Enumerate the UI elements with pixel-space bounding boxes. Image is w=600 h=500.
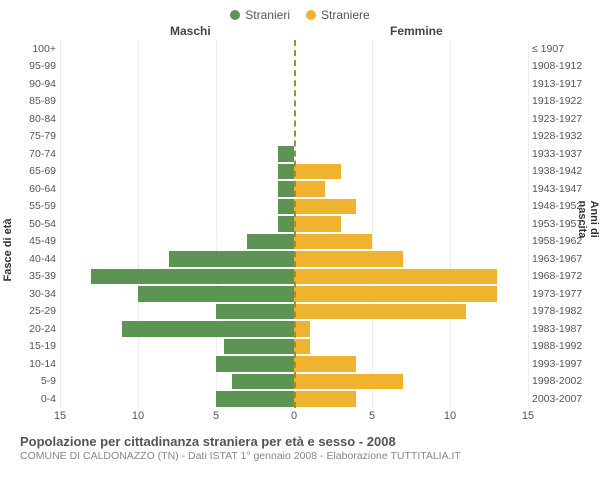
age-label: 70-74: [10, 148, 56, 160]
bar-female: [294, 216, 341, 232]
birth-year-label: 1963-1967: [532, 253, 590, 265]
bar-female: [294, 251, 403, 267]
x-tick: 10: [444, 410, 456, 422]
age-label: 5-9: [10, 375, 56, 387]
bar-male: [169, 251, 294, 267]
birth-year-label: 1948-1952: [532, 200, 590, 212]
age-label: 80-84: [10, 113, 56, 125]
age-label: 85-89: [10, 95, 56, 107]
birth-year-label: 1988-1992: [532, 340, 590, 352]
birth-year-label: 1958-1962: [532, 235, 590, 247]
bar-male: [224, 339, 294, 355]
age-label: 90-94: [10, 78, 56, 90]
birth-year-label: 1918-1922: [532, 95, 590, 107]
age-label: 30-34: [10, 288, 56, 300]
age-label: 15-19: [10, 340, 56, 352]
age-label: 55-59: [10, 200, 56, 212]
x-tick: 5: [369, 410, 375, 422]
age-label: 50-54: [10, 218, 56, 230]
bar-female: [294, 374, 403, 390]
bar-female: [294, 164, 341, 180]
x-tick: 15: [54, 410, 66, 422]
bar-male: [278, 181, 294, 197]
birth-year-label: 1953-1957: [532, 218, 590, 230]
x-tick: 5: [213, 410, 219, 422]
bar-female: [294, 269, 497, 285]
birth-year-label: 1913-1917: [532, 78, 590, 90]
bar-female: [294, 339, 310, 355]
birth-year-label: 2003-2007: [532, 393, 590, 405]
bar-female: [294, 199, 356, 215]
bar-female: [294, 234, 372, 250]
chart-footer: Popolazione per cittadinanza straniera p…: [10, 430, 590, 462]
bar-male: [216, 356, 294, 372]
bar-male: [138, 286, 294, 302]
legend-label-female: Straniere: [321, 8, 370, 22]
plot-area: Fasce di età Anni di nascita 100+≤ 19079…: [10, 40, 590, 430]
birth-year-label: 1943-1947: [532, 183, 590, 195]
birth-year-label: 1983-1987: [532, 323, 590, 335]
age-label: 40-44: [10, 253, 56, 265]
legend-swatch-male: [230, 10, 240, 20]
column-headers: Maschi Femmine: [10, 24, 590, 40]
population-pyramid-chart: Stranieri Straniere Maschi Femmine Fasce…: [0, 0, 600, 500]
bar-female: [294, 321, 310, 337]
x-axis-ticks: 15105051015: [60, 408, 528, 430]
age-label: 10-14: [10, 358, 56, 370]
bar-female: [294, 286, 497, 302]
legend-swatch-female: [306, 10, 316, 20]
legend-item-male: Stranieri: [230, 8, 290, 22]
bar-female: [294, 391, 356, 407]
bar-male: [216, 304, 294, 320]
age-label: 60-64: [10, 183, 56, 195]
bar-female: [294, 304, 466, 320]
center-axis-line: [294, 40, 296, 408]
bar-male: [278, 146, 294, 162]
birth-year-label: 1928-1932: [532, 130, 590, 142]
x-tick: 0: [291, 410, 297, 422]
birth-year-label: 1923-1927: [532, 113, 590, 125]
age-label: 100+: [10, 43, 56, 55]
gridline: [528, 40, 529, 408]
bar-female: [294, 181, 325, 197]
bar-male: [91, 269, 294, 285]
age-label: 25-29: [10, 305, 56, 317]
bar-male: [278, 199, 294, 215]
birth-year-label: 1978-1982: [532, 305, 590, 317]
legend-item-female: Straniere: [306, 8, 370, 22]
age-label: 95-99: [10, 60, 56, 72]
birth-year-label: 1968-1972: [532, 270, 590, 282]
birth-year-label: 1993-1997: [532, 358, 590, 370]
bar-male: [247, 234, 294, 250]
bar-male: [216, 391, 294, 407]
age-label: 20-24: [10, 323, 56, 335]
age-label: 45-49: [10, 235, 56, 247]
age-label: 65-69: [10, 165, 56, 177]
birth-year-label: 1938-1942: [532, 165, 590, 177]
bar-male: [122, 321, 294, 337]
birth-year-label: 1933-1937: [532, 148, 590, 160]
bar-female: [294, 356, 356, 372]
birth-year-label: ≤ 1907: [532, 43, 590, 55]
birth-year-label: 1973-1977: [532, 288, 590, 300]
bar-male: [232, 374, 294, 390]
footer-subtitle: COMUNE DI CALDONAZZO (TN) - Dati ISTAT 1…: [20, 450, 580, 462]
header-female: Femmine: [390, 24, 443, 38]
age-label: 35-39: [10, 270, 56, 282]
bar-male: [278, 216, 294, 232]
age-label: 75-79: [10, 130, 56, 142]
x-tick: 15: [522, 410, 534, 422]
birth-year-label: 1998-2002: [532, 375, 590, 387]
age-label: 0-4: [10, 393, 56, 405]
birth-year-label: 1908-1912: [532, 60, 590, 72]
legend-label-male: Stranieri: [245, 8, 290, 22]
header-male: Maschi: [170, 24, 211, 38]
legend: Stranieri Straniere: [10, 8, 590, 22]
bar-male: [278, 164, 294, 180]
x-tick: 10: [132, 410, 144, 422]
footer-title: Popolazione per cittadinanza straniera p…: [20, 434, 580, 449]
